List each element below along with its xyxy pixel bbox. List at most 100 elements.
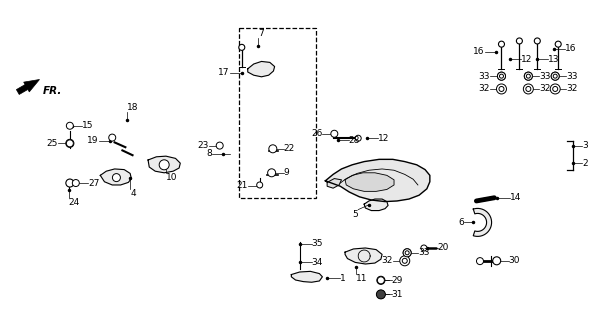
Text: 26: 26 [311,129,322,138]
Circle shape [551,72,559,80]
Bar [239,28,316,198]
Polygon shape [364,199,388,211]
Text: 9: 9 [284,168,290,177]
Text: 19: 19 [87,136,99,145]
Text: 20: 20 [438,244,449,252]
Circle shape [493,257,501,265]
Text: 25: 25 [47,139,58,148]
Text: 12: 12 [521,55,533,64]
Text: 33: 33 [478,72,490,81]
Text: 18: 18 [127,103,139,112]
Circle shape [403,249,411,257]
Circle shape [66,122,73,129]
Text: 32: 32 [566,84,577,93]
Circle shape [498,41,504,47]
Circle shape [527,74,530,78]
Circle shape [402,258,407,263]
Polygon shape [148,156,180,173]
Circle shape [551,72,559,80]
Circle shape [550,84,560,94]
Text: 16: 16 [565,44,576,53]
Text: 31: 31 [392,290,403,299]
Circle shape [355,135,361,141]
Circle shape [534,38,540,44]
Circle shape [497,72,506,80]
Text: 22: 22 [284,144,295,153]
Circle shape [377,276,385,284]
Circle shape [267,169,276,177]
Circle shape [553,74,557,78]
Circle shape [331,130,338,137]
Circle shape [555,41,561,47]
Circle shape [216,142,223,149]
Text: 3: 3 [582,141,588,150]
Text: 14: 14 [510,193,522,202]
Text: 15: 15 [82,121,94,130]
Text: 21: 21 [236,181,248,190]
Text: 12: 12 [378,134,389,143]
Polygon shape [473,208,491,236]
Circle shape [66,140,73,147]
Text: 2: 2 [582,159,587,168]
Text: 6: 6 [458,218,464,227]
Circle shape [66,179,74,187]
Circle shape [500,74,503,78]
Text: 8: 8 [206,149,212,158]
Text: 35: 35 [312,239,323,248]
Circle shape [551,85,559,93]
Circle shape [257,182,263,188]
Circle shape [553,86,558,92]
Circle shape [109,134,116,141]
Polygon shape [325,159,430,202]
Circle shape [524,85,533,93]
Text: 32: 32 [381,256,393,265]
Circle shape [516,38,522,44]
Text: 7: 7 [258,29,264,38]
Circle shape [526,86,531,92]
Text: 17: 17 [219,68,230,77]
Circle shape [497,84,506,94]
Text: 29: 29 [392,276,403,285]
Text: 32: 32 [539,84,550,93]
Circle shape [524,84,533,94]
Circle shape [476,258,484,265]
Polygon shape [291,271,322,282]
Text: 24: 24 [69,198,80,207]
Polygon shape [327,179,341,188]
Text: 11: 11 [356,274,368,283]
Polygon shape [100,169,131,185]
Text: 34: 34 [312,258,323,267]
Circle shape [524,72,533,80]
Polygon shape [248,61,275,77]
Text: 33: 33 [539,72,550,81]
Circle shape [497,85,506,93]
Circle shape [112,173,121,182]
Circle shape [401,257,409,265]
Circle shape [377,277,384,284]
Circle shape [499,86,504,92]
Text: 33: 33 [418,248,429,257]
Text: 1: 1 [340,274,346,283]
Circle shape [405,251,409,255]
Text: 10: 10 [166,173,177,182]
Circle shape [239,44,245,50]
Circle shape [72,180,79,187]
Text: 5: 5 [352,210,358,219]
Polygon shape [345,248,382,264]
Polygon shape [16,79,39,94]
Text: 33: 33 [566,72,577,81]
Circle shape [524,72,533,80]
Text: 4: 4 [130,189,136,198]
Text: 32: 32 [478,84,490,93]
Polygon shape [345,173,394,191]
Text: 23: 23 [198,141,209,150]
Text: 28: 28 [349,136,360,145]
Text: 16: 16 [473,47,485,56]
Circle shape [421,245,427,251]
Circle shape [377,291,385,299]
Circle shape [403,249,411,257]
Circle shape [400,256,410,266]
Circle shape [376,290,386,299]
Text: 27: 27 [88,179,100,188]
Circle shape [66,140,74,147]
